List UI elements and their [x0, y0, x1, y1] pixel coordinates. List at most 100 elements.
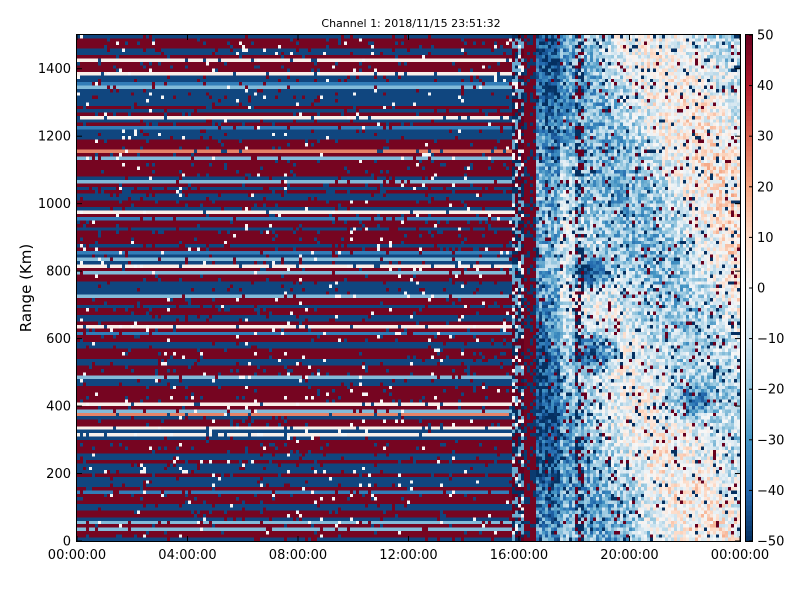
y-tick-label: 600 — [46, 332, 71, 347]
colorbar-segment — [746, 460, 753, 466]
colorbar-segment — [746, 282, 753, 289]
colorbar-segment — [746, 505, 753, 512]
y-axis: 0 200 400 600 800 1000 1200 1400 — [38, 62, 740, 550]
colorbar-segment — [746, 414, 753, 421]
colorbar-segment — [746, 434, 753, 441]
colorbar-segment — [746, 465, 753, 471]
colorbar-segment — [746, 126, 753, 132]
colorbar-tick-label: 20 — [757, 180, 774, 195]
y-tick-label: 200 — [46, 467, 71, 482]
y-tick-label: 1000 — [38, 197, 71, 212]
colorbar-segment — [746, 313, 753, 319]
colorbar — [746, 35, 753, 542]
colorbar-segment — [746, 55, 753, 61]
colorbar-segment — [746, 247, 753, 254]
colorbar-segment — [746, 424, 753, 431]
colorbar-segment — [746, 470, 753, 476]
colorbar-segment — [746, 90, 753, 97]
colorbar-tick-label: −30 — [757, 433, 784, 448]
colorbar-segment — [746, 105, 753, 112]
colorbar-segment — [746, 535, 753, 542]
colorbar-segment — [746, 333, 753, 340]
y-axis-label: Range (Km) — [17, 244, 35, 332]
colorbar-segment — [746, 439, 753, 446]
colorbar-tick-label: 30 — [757, 130, 774, 145]
colorbar-segment — [746, 272, 753, 279]
colorbar-segment — [746, 515, 753, 522]
colorbar-segment — [746, 70, 753, 77]
colorbar-segment — [746, 85, 753, 92]
colorbar-segment — [746, 252, 753, 259]
colorbar-segment — [746, 444, 753, 451]
colorbar-tick-label: 0 — [757, 282, 765, 297]
colorbar-segment — [746, 449, 753, 456]
colorbar-segment — [746, 343, 753, 350]
colorbar-segment — [746, 429, 753, 436]
colorbar-segment — [746, 232, 753, 238]
colorbar-segment — [746, 191, 753, 198]
colorbar-tick-label: −20 — [757, 383, 784, 398]
colorbar-segment — [746, 161, 753, 168]
colorbar-segment — [746, 520, 753, 527]
x-tick-label: 12:00:00 — [379, 548, 437, 563]
colorbar-segment — [746, 242, 753, 249]
colorbar-segment — [746, 65, 753, 72]
colorbar-segment — [746, 110, 753, 117]
heatmap-plot-area — [77, 35, 740, 541]
colorbar-axis: 50 40 30 20 10 0 −10 −20 −30 −40 −50 — [749, 29, 784, 550]
colorbar-tick-label: 10 — [757, 231, 774, 246]
colorbar-segment — [746, 384, 753, 390]
colorbar-segment — [746, 293, 753, 299]
colorbar-segment — [746, 196, 753, 203]
colorbar-segment — [746, 267, 753, 274]
colorbar-segment — [746, 201, 753, 208]
colorbar-segment — [746, 490, 753, 497]
colorbar-segment — [746, 181, 753, 188]
y-tick-label: 800 — [46, 265, 71, 280]
x-tick-label: 08:00:00 — [269, 548, 327, 563]
colorbar-segment — [746, 454, 753, 461]
colorbar-segment — [746, 141, 753, 147]
colorbar-segment — [746, 368, 753, 375]
colorbar-segment — [746, 288, 753, 294]
colorbar-segment — [746, 475, 753, 481]
colorbar-segment — [746, 45, 753, 51]
colorbar-tick-label: −40 — [757, 484, 784, 499]
colorbar-segment — [746, 151, 753, 158]
colorbar-segment — [746, 399, 753, 405]
colorbar-segment — [746, 389, 753, 395]
colorbar-segment — [746, 115, 753, 122]
colorbar-segment — [746, 338, 753, 345]
colorbar-segment — [746, 374, 753, 380]
x-tick-label: 00:00:00 — [48, 548, 106, 563]
colorbar-segment — [746, 156, 753, 163]
colorbar-segment — [746, 485, 753, 491]
colorbar-segment — [746, 50, 753, 56]
colorbar-segment — [746, 348, 753, 355]
colorbar-segment — [746, 75, 753, 82]
x-tick-label: 16:00:00 — [490, 548, 548, 563]
colorbar-segment — [746, 308, 753, 314]
colorbar-segment — [746, 404, 753, 411]
chart-title: Channel 1: 2018/11/15 23:51:32 — [321, 17, 500, 30]
colorbar-segment — [746, 257, 753, 264]
colorbar-segment — [746, 171, 753, 178]
colorbar-segment — [746, 60, 753, 66]
colorbar-segment — [746, 136, 753, 142]
colorbar-segment — [746, 262, 753, 269]
colorbar-segment — [746, 419, 753, 426]
colorbar-segment — [746, 353, 753, 360]
colorbar-segment — [746, 298, 753, 304]
plot-frame — [76, 34, 741, 542]
colorbar-segment — [746, 146, 753, 152]
x-tick-label: 00:00:00 — [711, 548, 769, 563]
colorbar-segment — [746, 166, 753, 173]
x-axis: 00:00:00 04:00:00 08:00:00 12:00:00 16:00:00… — [48, 35, 769, 563]
colorbar-segment — [746, 379, 753, 385]
colorbar-segment — [746, 222, 753, 228]
colorbar-segment — [746, 363, 753, 370]
colorbar-segment — [746, 530, 753, 537]
colorbar-segment — [746, 495, 753, 502]
colorbar-segment — [746, 121, 753, 127]
